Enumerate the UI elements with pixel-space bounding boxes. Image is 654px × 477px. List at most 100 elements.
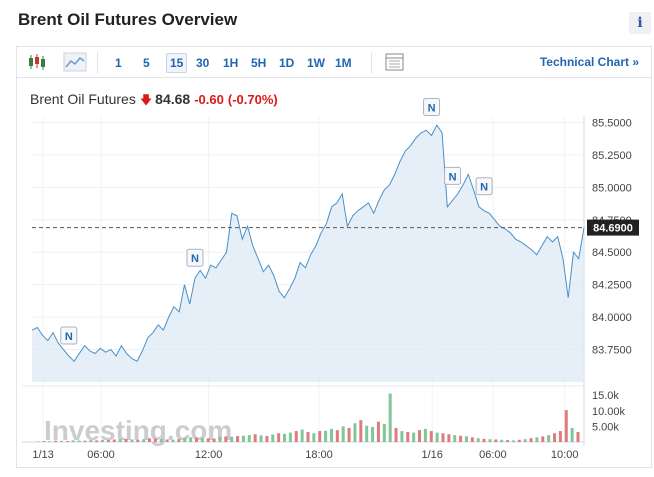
candlestick-chart-icon[interactable] [25, 52, 49, 72]
volume-bar [130, 439, 134, 442]
volume-bar [200, 437, 204, 442]
timeframe-1h[interactable]: 1H [223, 56, 239, 70]
news-marker[interactable]: N [475, 177, 493, 196]
timeframe-15[interactable]: 15 [166, 53, 188, 73]
price-tick-label: 84.5000 [592, 247, 632, 259]
news-marker[interactable]: N [444, 166, 462, 185]
news-marker-label: N [449, 171, 457, 183]
volume-bar [329, 428, 333, 442]
news-marker[interactable]: N [186, 248, 204, 267]
volume-bar [277, 433, 281, 442]
timeframe-5h[interactable]: 5H [251, 56, 267, 70]
current-price-box [587, 219, 639, 236]
chart-panel [16, 78, 652, 468]
timeframe-1[interactable]: 1 [115, 56, 122, 70]
volume-bar [247, 435, 251, 442]
last-price: 84.68 [155, 91, 191, 107]
volume-bar [476, 438, 480, 442]
timeframe-1m[interactable]: 1M [335, 56, 352, 70]
volume-bar [429, 431, 433, 442]
price-area [31, 124, 585, 382]
volume-bar [359, 420, 363, 442]
volume-bar [71, 440, 75, 442]
volume-bar [294, 431, 298, 442]
volume-bar [48, 441, 52, 442]
timeframe-5[interactable]: 5 [143, 56, 150, 70]
volume-bar [189, 437, 193, 442]
volume-bar [236, 436, 240, 442]
volume-bar [65, 441, 69, 442]
price-tick-label: 85.0000 [592, 182, 632, 194]
volume-bar [529, 438, 533, 442]
volume-tick-label: 10.00k [592, 406, 626, 418]
volume-bar [382, 423, 386, 442]
volume-bar [400, 431, 404, 442]
time-tick-label: 1/13 [32, 449, 53, 461]
volume-bar [136, 439, 140, 442]
time-axis: 1/13 06:00 12:00 18:00 1/16 06:00 10:00 [32, 449, 578, 461]
price-tick-label: 84.2500 [592, 280, 632, 292]
volume-bar [177, 439, 181, 442]
volume-bar [453, 435, 457, 442]
area-chart-icon[interactable] [63, 52, 87, 72]
price-axis: 85.500085.250085.000084.750084.500084.25… [592, 117, 632, 356]
timeframe-1w[interactable]: 1W [307, 56, 325, 70]
price-tick-label: 84.0000 [592, 312, 632, 324]
volume-bar [300, 429, 304, 442]
volume-bar [523, 439, 527, 442]
volume-bar [212, 438, 216, 442]
news-marker-box [475, 177, 493, 196]
volume-bar [517, 439, 521, 442]
timeframe-30[interactable]: 30 [196, 56, 210, 70]
chart-grid [22, 116, 585, 446]
volume-bar [148, 438, 152, 442]
technical-chart-link[interactable]: Technical Chart » [539, 55, 639, 69]
volume-bar [423, 428, 427, 442]
info-icon[interactable]: i [629, 12, 651, 34]
time-tick-label: 18:00 [305, 449, 333, 461]
news-marker-label: N [480, 182, 488, 194]
data-table-icon[interactable] [383, 52, 407, 72]
volume-bar [265, 436, 269, 442]
volume-bar [376, 421, 380, 442]
volume-bar [124, 438, 128, 442]
volume-bar [318, 431, 322, 442]
volume-bar [511, 440, 515, 442]
volume-bar [412, 432, 416, 442]
current-price-line: 84.6900 [32, 219, 639, 236]
volume-bar [171, 439, 175, 442]
volume-bar [288, 432, 292, 442]
volume-bar [106, 439, 110, 442]
toolbar-separator [371, 52, 372, 74]
volume-bar [112, 439, 116, 442]
news-marker[interactable]: N [423, 97, 441, 116]
volume-bar [206, 438, 210, 442]
volume-bar [83, 440, 87, 442]
volume-bar [335, 430, 339, 442]
toolbar-separator [97, 52, 98, 74]
volume-bar [371, 427, 375, 442]
volume-bar [347, 427, 351, 442]
volume-bar [365, 425, 369, 442]
volume-bar [312, 433, 316, 442]
time-tick-label: 06:00 [479, 449, 507, 461]
price-line [31, 124, 585, 362]
volume-bar [388, 393, 392, 442]
volume-bar [42, 441, 46, 442]
page-title: Brent Oil Futures Overview [18, 10, 238, 29]
news-marker-box [444, 166, 462, 185]
volume-bar [118, 439, 122, 442]
news-marker[interactable]: N [60, 326, 78, 345]
time-tick-label: 06:00 [87, 449, 115, 461]
news-marker-label: N [428, 102, 436, 114]
price-tick-label: 83.7500 [592, 345, 632, 357]
timeframe-1d[interactable]: 1D [279, 56, 295, 70]
volume-bar [230, 436, 234, 442]
news-marker-box [423, 97, 441, 116]
price-area-fill [32, 125, 584, 382]
volume-axis: 15.0k 10.00k 5.00k [592, 390, 626, 433]
volume-tick-label: 5.00k [592, 421, 619, 433]
news-marker-box [186, 248, 204, 267]
volume-bar [324, 430, 328, 442]
